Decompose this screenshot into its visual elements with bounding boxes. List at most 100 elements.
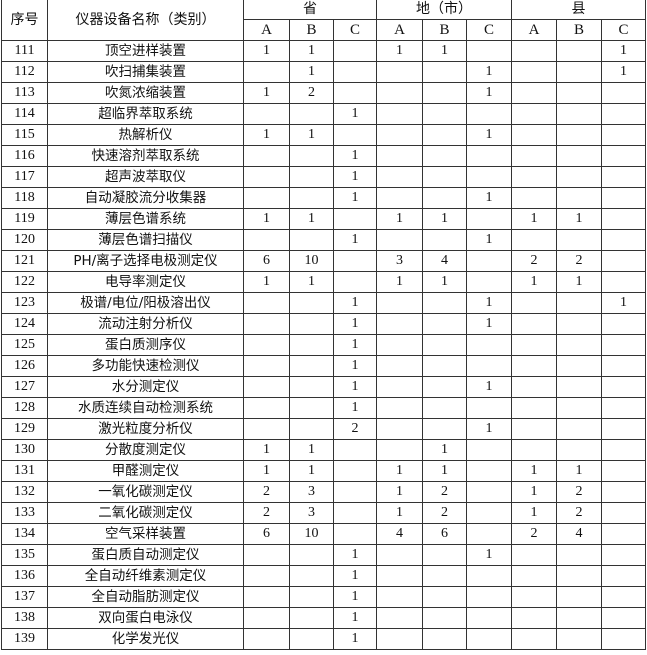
cell-prefecture-b: [422, 607, 467, 629]
cell-county-a: 1: [511, 271, 557, 293]
cell-name: 流动注射分析仪: [47, 313, 244, 335]
cell-index: 132: [1, 481, 48, 503]
cell-prefecture-b: [422, 187, 467, 209]
table-row: 128 水质连续自动检测系统 1: [1, 397, 646, 419]
cell-province-c: 1: [333, 187, 377, 209]
cell-province-a: [243, 586, 290, 608]
cell-province-a: 1: [243, 82, 290, 104]
cell-name: 快速溶剂萃取系统: [47, 145, 244, 167]
cell-province-b: [289, 376, 334, 398]
cell-prefecture-a: [376, 124, 423, 146]
cell-prefecture-a: [376, 82, 423, 104]
cell-county-c: [601, 481, 646, 503]
cell-province-a: 1: [243, 40, 290, 62]
cell-name: 顶空进样装置: [47, 40, 244, 62]
table-row: 112 吹扫捕集装置 1 1 1: [1, 61, 646, 83]
cell-province-b: [289, 607, 334, 629]
cell-prefecture-c: [466, 166, 512, 188]
table-row: 119 薄层色谱系统 1 1 1 1 1 1: [1, 208, 646, 230]
cell-prefecture-c: 1: [466, 292, 512, 314]
cell-province-c: 1: [333, 166, 377, 188]
cell-county-b: [556, 334, 602, 356]
cell-province-c: 1: [333, 376, 377, 398]
cell-name: 蛋白质自动测定仪: [47, 544, 244, 566]
cell-index: 115: [1, 124, 48, 146]
cell-prefecture-a: 1: [376, 271, 423, 293]
cell-province-c: [333, 124, 377, 146]
cell-province-c: 1: [333, 229, 377, 251]
cell-prefecture-b: [422, 586, 467, 608]
cell-name: 吹氮浓缩装置: [47, 82, 244, 104]
cell-county-c: [601, 166, 646, 188]
cell-province-a: [243, 628, 290, 650]
cell-county-a: 1: [511, 208, 557, 230]
cell-county-b: [556, 166, 602, 188]
cell-index: 124: [1, 313, 48, 335]
cell-county-c: [601, 397, 646, 419]
cell-prefecture-a: 1: [376, 460, 423, 482]
table-row: 131 甲醛测定仪 1 1 1 1 1 1: [1, 460, 646, 482]
cell-county-c: [601, 502, 646, 524]
cell-province-c: [333, 523, 377, 545]
cell-index: 139: [1, 628, 48, 650]
cell-province-c: 1: [333, 292, 377, 314]
cell-prefecture-a: [376, 61, 423, 83]
cell-prefecture-b: 1: [422, 40, 467, 62]
cell-prefecture-c: [466, 628, 512, 650]
cell-county-b: [556, 124, 602, 146]
table-row: 116 快速溶剂萃取系统 1: [1, 145, 646, 167]
table-row: 133 二氧化碳测定仪 2 3 1 2 1 2: [1, 502, 646, 524]
table-row: 127 水分测定仪 1 1: [1, 376, 646, 398]
cell-name: 自动凝胶流分收集器: [47, 187, 244, 209]
cell-province-a: [243, 187, 290, 209]
header-name: 仪器设备名称（类别）: [47, 0, 244, 41]
cell-prefecture-a: [376, 166, 423, 188]
cell-prefecture-a: [376, 565, 423, 587]
cell-province-c: 1: [333, 103, 377, 125]
cell-province-b: 2: [289, 82, 334, 104]
cell-county-c: [601, 439, 646, 461]
cell-province-b: [289, 334, 334, 356]
cell-province-b: 1: [289, 124, 334, 146]
cell-province-c: 1: [333, 355, 377, 377]
cell-county-b: 2: [556, 250, 602, 272]
cell-prefecture-c: [466, 586, 512, 608]
cell-county-b: [556, 61, 602, 83]
cell-name: 甲醛测定仪: [47, 460, 244, 482]
cell-province-b: [289, 145, 334, 167]
header-county-c: C: [601, 19, 646, 41]
cell-province-a: [243, 376, 290, 398]
table-row: 138 双向蛋白电泳仪 1: [1, 607, 646, 629]
cell-index: 121: [1, 250, 48, 272]
cell-prefecture-a: [376, 103, 423, 125]
cell-province-a: 2: [243, 502, 290, 524]
cell-prefecture-b: 1: [422, 208, 467, 230]
cell-county-a: [511, 40, 557, 62]
cell-index: 111: [1, 40, 48, 62]
cell-prefecture-c: [466, 523, 512, 545]
cell-county-b: 2: [556, 502, 602, 524]
cell-prefecture-c: [466, 145, 512, 167]
cell-county-b: [556, 544, 602, 566]
cell-county-a: [511, 103, 557, 125]
table-row: 126 多功能快速检测仪 1: [1, 355, 646, 377]
cell-index: 131: [1, 460, 48, 482]
cell-index: 127: [1, 376, 48, 398]
cell-prefecture-a: [376, 586, 423, 608]
cell-name: 极谱/电位/阳极溶出仪: [47, 292, 244, 314]
cell-prefecture-c: 1: [466, 313, 512, 335]
cell-index: 122: [1, 271, 48, 293]
cell-province-b: [289, 103, 334, 125]
table-row: 114 超临界萃取系统 1: [1, 103, 646, 125]
cell-index: 120: [1, 229, 48, 251]
cell-index: 126: [1, 355, 48, 377]
cell-index: 118: [1, 187, 48, 209]
cell-prefecture-b: [422, 565, 467, 587]
cell-prefecture-a: [376, 607, 423, 629]
cell-county-a: [511, 418, 557, 440]
cell-province-a: [243, 229, 290, 251]
cell-province-a: [243, 355, 290, 377]
cell-name: 吹扫捕集装置: [47, 61, 244, 83]
cell-prefecture-c: [466, 355, 512, 377]
cell-prefecture-a: 3: [376, 250, 423, 272]
